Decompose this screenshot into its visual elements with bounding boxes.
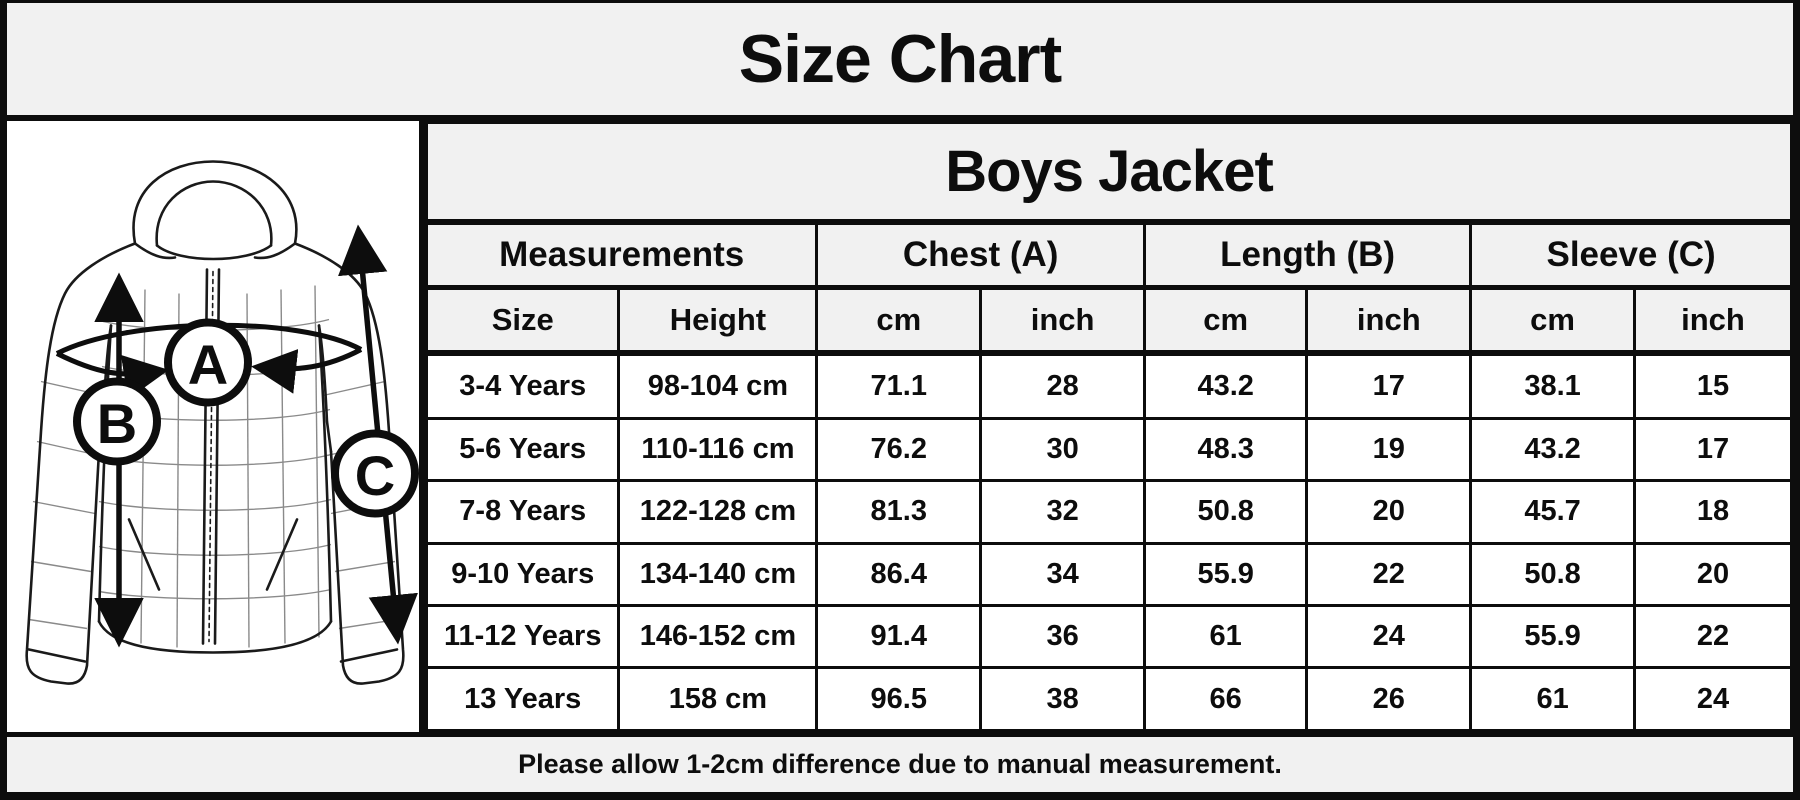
length-badge: B — [73, 377, 161, 466]
length-badge-label: B — [97, 392, 137, 455]
value-cell: 61 — [1142, 603, 1309, 670]
chest-arrow-right — [251, 347, 363, 394]
value-cell: 38.1 — [1469, 351, 1636, 420]
sleeve-badge-label: C — [355, 444, 395, 507]
size-cell: 7-8 Years — [424, 479, 621, 545]
subheader-height: Height — [617, 286, 819, 356]
value-cell: 24 — [1305, 603, 1473, 670]
value-cell: 26 — [1305, 666, 1473, 732]
footer-note: Please allow 1-2cm difference due to man… — [518, 749, 1282, 779]
subheader-length-cm: cm — [1142, 286, 1309, 356]
table-row: 9-10 Years 134-140 cm 86.4 34 55.9 22 50… — [424, 541, 1794, 607]
size-cell: 9-10 Years — [424, 541, 621, 607]
value-cell: 43.2 — [1142, 351, 1309, 420]
page-title-banner: Size Chart — [7, 3, 1793, 115]
value-cell: 43.2 — [1469, 416, 1636, 483]
value-cell: 20 — [1305, 479, 1473, 545]
header-measurements: Measurements — [424, 220, 819, 290]
table-row: 5-6 Years 110-116 cm 76.2 30 48.3 19 43.… — [424, 416, 1794, 483]
value-cell: 66 — [1142, 666, 1309, 732]
value-cell: 50.8 — [1469, 541, 1636, 607]
value-cell: 22 — [1305, 541, 1473, 607]
measurement-arrows: A B C — [55, 224, 419, 648]
subheader-chest-inch: inch — [979, 286, 1146, 356]
sleeve-badge: C — [331, 429, 419, 518]
size-cell: 13 Years — [424, 666, 621, 732]
subheader-size: Size — [424, 286, 621, 356]
height-cell: 158 cm — [617, 666, 819, 732]
value-cell: 55.9 — [1142, 541, 1309, 607]
value-cell: 76.2 — [815, 416, 983, 483]
height-cell: 98-104 cm — [617, 351, 819, 420]
height-cell: 146-152 cm — [617, 603, 819, 670]
value-cell: 45.7 — [1469, 479, 1636, 545]
size-table: Boys Jacket Measurements Chest (A) Lengt… — [424, 121, 1794, 732]
value-cell: 50.8 — [1142, 479, 1309, 545]
value-cell: 20 — [1632, 541, 1794, 607]
subheader-sleeve-cm: cm — [1469, 286, 1636, 356]
size-cell: 11-12 Years — [424, 603, 621, 670]
subheader-length-inch: inch — [1305, 286, 1473, 356]
table-title: Boys Jacket — [425, 121, 1793, 225]
subheader-sleeve-inch: inch — [1632, 286, 1794, 356]
chest-arrow-left — [55, 351, 169, 400]
height-cell: 122-128 cm — [617, 479, 819, 545]
header-sleeve: Sleeve (C) — [1469, 220, 1793, 290]
value-cell: 34 — [979, 541, 1146, 607]
table-row: 7-8 Years 122-128 cm 81.3 32 50.8 20 45.… — [424, 479, 1794, 545]
value-cell: 32 — [979, 479, 1146, 545]
value-cell: 55.9 — [1469, 603, 1636, 670]
value-cell: 28 — [979, 351, 1146, 420]
header-length: Length (B) — [1142, 220, 1473, 290]
value-cell: 30 — [979, 416, 1146, 483]
size-cell: 5-6 Years — [424, 416, 621, 483]
value-cell: 96.5 — [815, 666, 983, 732]
value-cell: 48.3 — [1142, 416, 1309, 483]
size-table-panel: Boys Jacket Measurements Chest (A) Lengt… — [424, 121, 1794, 732]
value-cell: 15 — [1632, 351, 1794, 420]
table-row: 3-4 Years 98-104 cm 71.1 28 43.2 17 38.1… — [424, 351, 1794, 420]
value-cell: 24 — [1632, 666, 1794, 732]
subheader-chest-cm: cm — [815, 286, 983, 356]
value-cell: 18 — [1632, 479, 1794, 545]
value-cell: 36 — [979, 603, 1146, 670]
height-cell: 134-140 cm — [617, 541, 819, 607]
value-cell: 81.3 — [815, 479, 983, 545]
chest-badge: A — [164, 318, 252, 407]
value-cell: 91.4 — [815, 603, 983, 670]
page-title: Size Chart — [738, 21, 1063, 97]
footer-note-bar: Please allow 1-2cm difference due to man… — [7, 737, 1793, 792]
value-cell: 71.1 — [815, 351, 983, 420]
value-cell: 86.4 — [815, 541, 983, 607]
jacket-illustration-panel: A B C — [7, 121, 419, 732]
chest-badge-label: A — [188, 333, 228, 396]
table-row: 11-12 Years 146-152 cm 91.4 36 61 24 55.… — [424, 603, 1794, 670]
value-cell: 38 — [979, 666, 1146, 732]
value-cell: 19 — [1305, 416, 1473, 483]
table-row: 13 Years 158 cm 96.5 38 66 26 61 24 — [424, 666, 1794, 732]
value-cell: 17 — [1632, 416, 1794, 483]
size-cell: 3-4 Years — [424, 351, 621, 420]
height-cell: 110-116 cm — [617, 416, 819, 483]
jacket-illustration: A B C — [25, 160, 419, 685]
value-cell: 22 — [1632, 603, 1794, 670]
value-cell: 17 — [1305, 351, 1473, 420]
value-cell: 61 — [1469, 666, 1636, 732]
header-chest: Chest (A) — [815, 220, 1146, 290]
main-area: A B C — [7, 121, 1794, 732]
